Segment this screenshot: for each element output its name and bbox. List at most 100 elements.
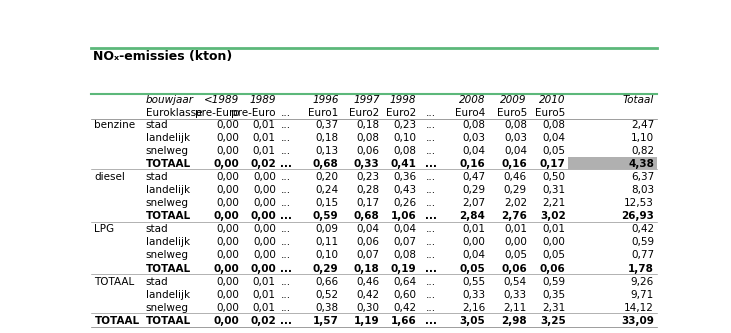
Text: 0,31: 0,31 (542, 185, 566, 195)
Text: ...: ... (281, 133, 291, 143)
Text: snelweg: snelweg (145, 146, 189, 156)
Text: diesel: diesel (94, 172, 125, 182)
Text: 2,21: 2,21 (542, 198, 566, 208)
Text: 2,07: 2,07 (462, 198, 485, 208)
Text: ...: ... (425, 120, 436, 130)
Text: 0,00: 0,00 (216, 237, 239, 247)
Text: ...: ... (281, 108, 291, 118)
Text: 0,36: 0,36 (393, 172, 416, 182)
Text: 0,42: 0,42 (631, 224, 654, 234)
Text: stad: stad (145, 172, 168, 182)
Text: 0,03: 0,03 (504, 133, 527, 143)
Text: Euro5: Euro5 (535, 108, 566, 118)
Text: ...: ... (425, 316, 437, 326)
Text: Totaal: Totaal (623, 95, 654, 105)
Text: 0,04: 0,04 (393, 224, 416, 234)
Text: 0,00: 0,00 (543, 237, 566, 247)
Text: benzine: benzine (94, 120, 135, 130)
Text: ...: ... (281, 120, 291, 130)
Text: Euroklasse: Euroklasse (145, 108, 202, 118)
Text: 0,00: 0,00 (216, 146, 239, 156)
Text: 0,00: 0,00 (216, 172, 239, 182)
Text: landelijk: landelijk (145, 133, 190, 143)
Text: 1,10: 1,10 (631, 133, 654, 143)
Text: 0,04: 0,04 (542, 133, 566, 143)
Text: 0,00: 0,00 (216, 277, 239, 287)
Text: 2,02: 2,02 (504, 198, 527, 208)
Text: ...: ... (425, 303, 436, 313)
Text: ...: ... (281, 303, 291, 313)
Text: 0,33: 0,33 (354, 159, 379, 169)
Text: 0,30: 0,30 (357, 303, 379, 313)
Text: Euro2: Euro2 (349, 108, 379, 118)
Text: 0,04: 0,04 (462, 146, 485, 156)
Text: ...: ... (281, 185, 291, 195)
Text: 2,11: 2,11 (504, 303, 527, 313)
Text: 0,16: 0,16 (459, 159, 485, 169)
Text: 0,05: 0,05 (542, 250, 566, 260)
Text: ...: ... (425, 133, 436, 143)
Text: ...: ... (281, 224, 291, 234)
Text: <1989: <1989 (204, 95, 239, 105)
Text: 0,18: 0,18 (316, 133, 338, 143)
Text: 0,20: 0,20 (316, 172, 338, 182)
Text: 0,23: 0,23 (357, 172, 379, 182)
Text: 0,50: 0,50 (542, 172, 566, 182)
Text: 0,13: 0,13 (316, 146, 338, 156)
Text: 1,06: 1,06 (390, 211, 416, 221)
Text: 0,68: 0,68 (313, 159, 338, 169)
Text: 0,10: 0,10 (316, 250, 338, 260)
Text: ...: ... (425, 198, 436, 208)
Text: 0,00: 0,00 (253, 185, 276, 195)
Text: 2008: 2008 (458, 95, 485, 105)
Text: 0,59: 0,59 (542, 277, 566, 287)
Text: 0,82: 0,82 (631, 146, 654, 156)
Text: ...: ... (425, 146, 436, 156)
Text: 2,76: 2,76 (501, 211, 527, 221)
Text: Euro4: Euro4 (455, 108, 485, 118)
Text: ...: ... (425, 237, 436, 247)
Text: 6,37: 6,37 (631, 172, 654, 182)
Text: 0,06: 0,06 (357, 237, 379, 247)
Text: ...: ... (281, 198, 291, 208)
Text: ...: ... (425, 224, 436, 234)
Text: 0,26: 0,26 (393, 198, 416, 208)
Text: 0,05: 0,05 (542, 146, 566, 156)
Text: 1996: 1996 (312, 95, 338, 105)
Text: 0,04: 0,04 (357, 224, 379, 234)
Text: 0,00: 0,00 (216, 120, 239, 130)
Text: 0,05: 0,05 (459, 263, 485, 273)
Text: 1,57: 1,57 (313, 316, 338, 326)
Text: 0,04: 0,04 (462, 250, 485, 260)
Text: 0,08: 0,08 (462, 120, 485, 130)
Text: 0,00: 0,00 (213, 159, 239, 169)
Text: 0,00: 0,00 (253, 172, 276, 182)
Text: 1,78: 1,78 (628, 263, 654, 273)
Text: 0,06: 0,06 (540, 263, 566, 273)
Text: 0,00: 0,00 (253, 224, 276, 234)
Text: 0,02: 0,02 (250, 159, 276, 169)
Text: ...: ... (281, 172, 291, 182)
Text: 0,00: 0,00 (253, 198, 276, 208)
Text: 0,01: 0,01 (542, 224, 566, 234)
Text: 0,02: 0,02 (250, 316, 276, 326)
Text: ...: ... (425, 211, 437, 221)
Text: ...: ... (425, 172, 436, 182)
Text: snelweg: snelweg (145, 198, 189, 208)
Text: TOTAAL: TOTAAL (145, 211, 191, 221)
Text: stad: stad (145, 277, 168, 287)
Text: TOTAAL: TOTAAL (94, 316, 140, 326)
Text: 0,08: 0,08 (357, 133, 379, 143)
Text: 0,41: 0,41 (390, 159, 416, 169)
Text: ...: ... (281, 250, 291, 260)
Text: 0,18: 0,18 (354, 263, 379, 273)
Text: 0,01: 0,01 (253, 146, 276, 156)
Text: 2,98: 2,98 (501, 316, 527, 326)
Text: 0,00: 0,00 (216, 290, 239, 300)
Text: 0,55: 0,55 (462, 277, 485, 287)
Text: 0,29: 0,29 (313, 263, 338, 273)
Text: 0,68: 0,68 (354, 211, 379, 221)
Text: 0,07: 0,07 (357, 250, 379, 260)
Text: 0,07: 0,07 (393, 237, 416, 247)
Text: ...: ... (280, 159, 292, 169)
